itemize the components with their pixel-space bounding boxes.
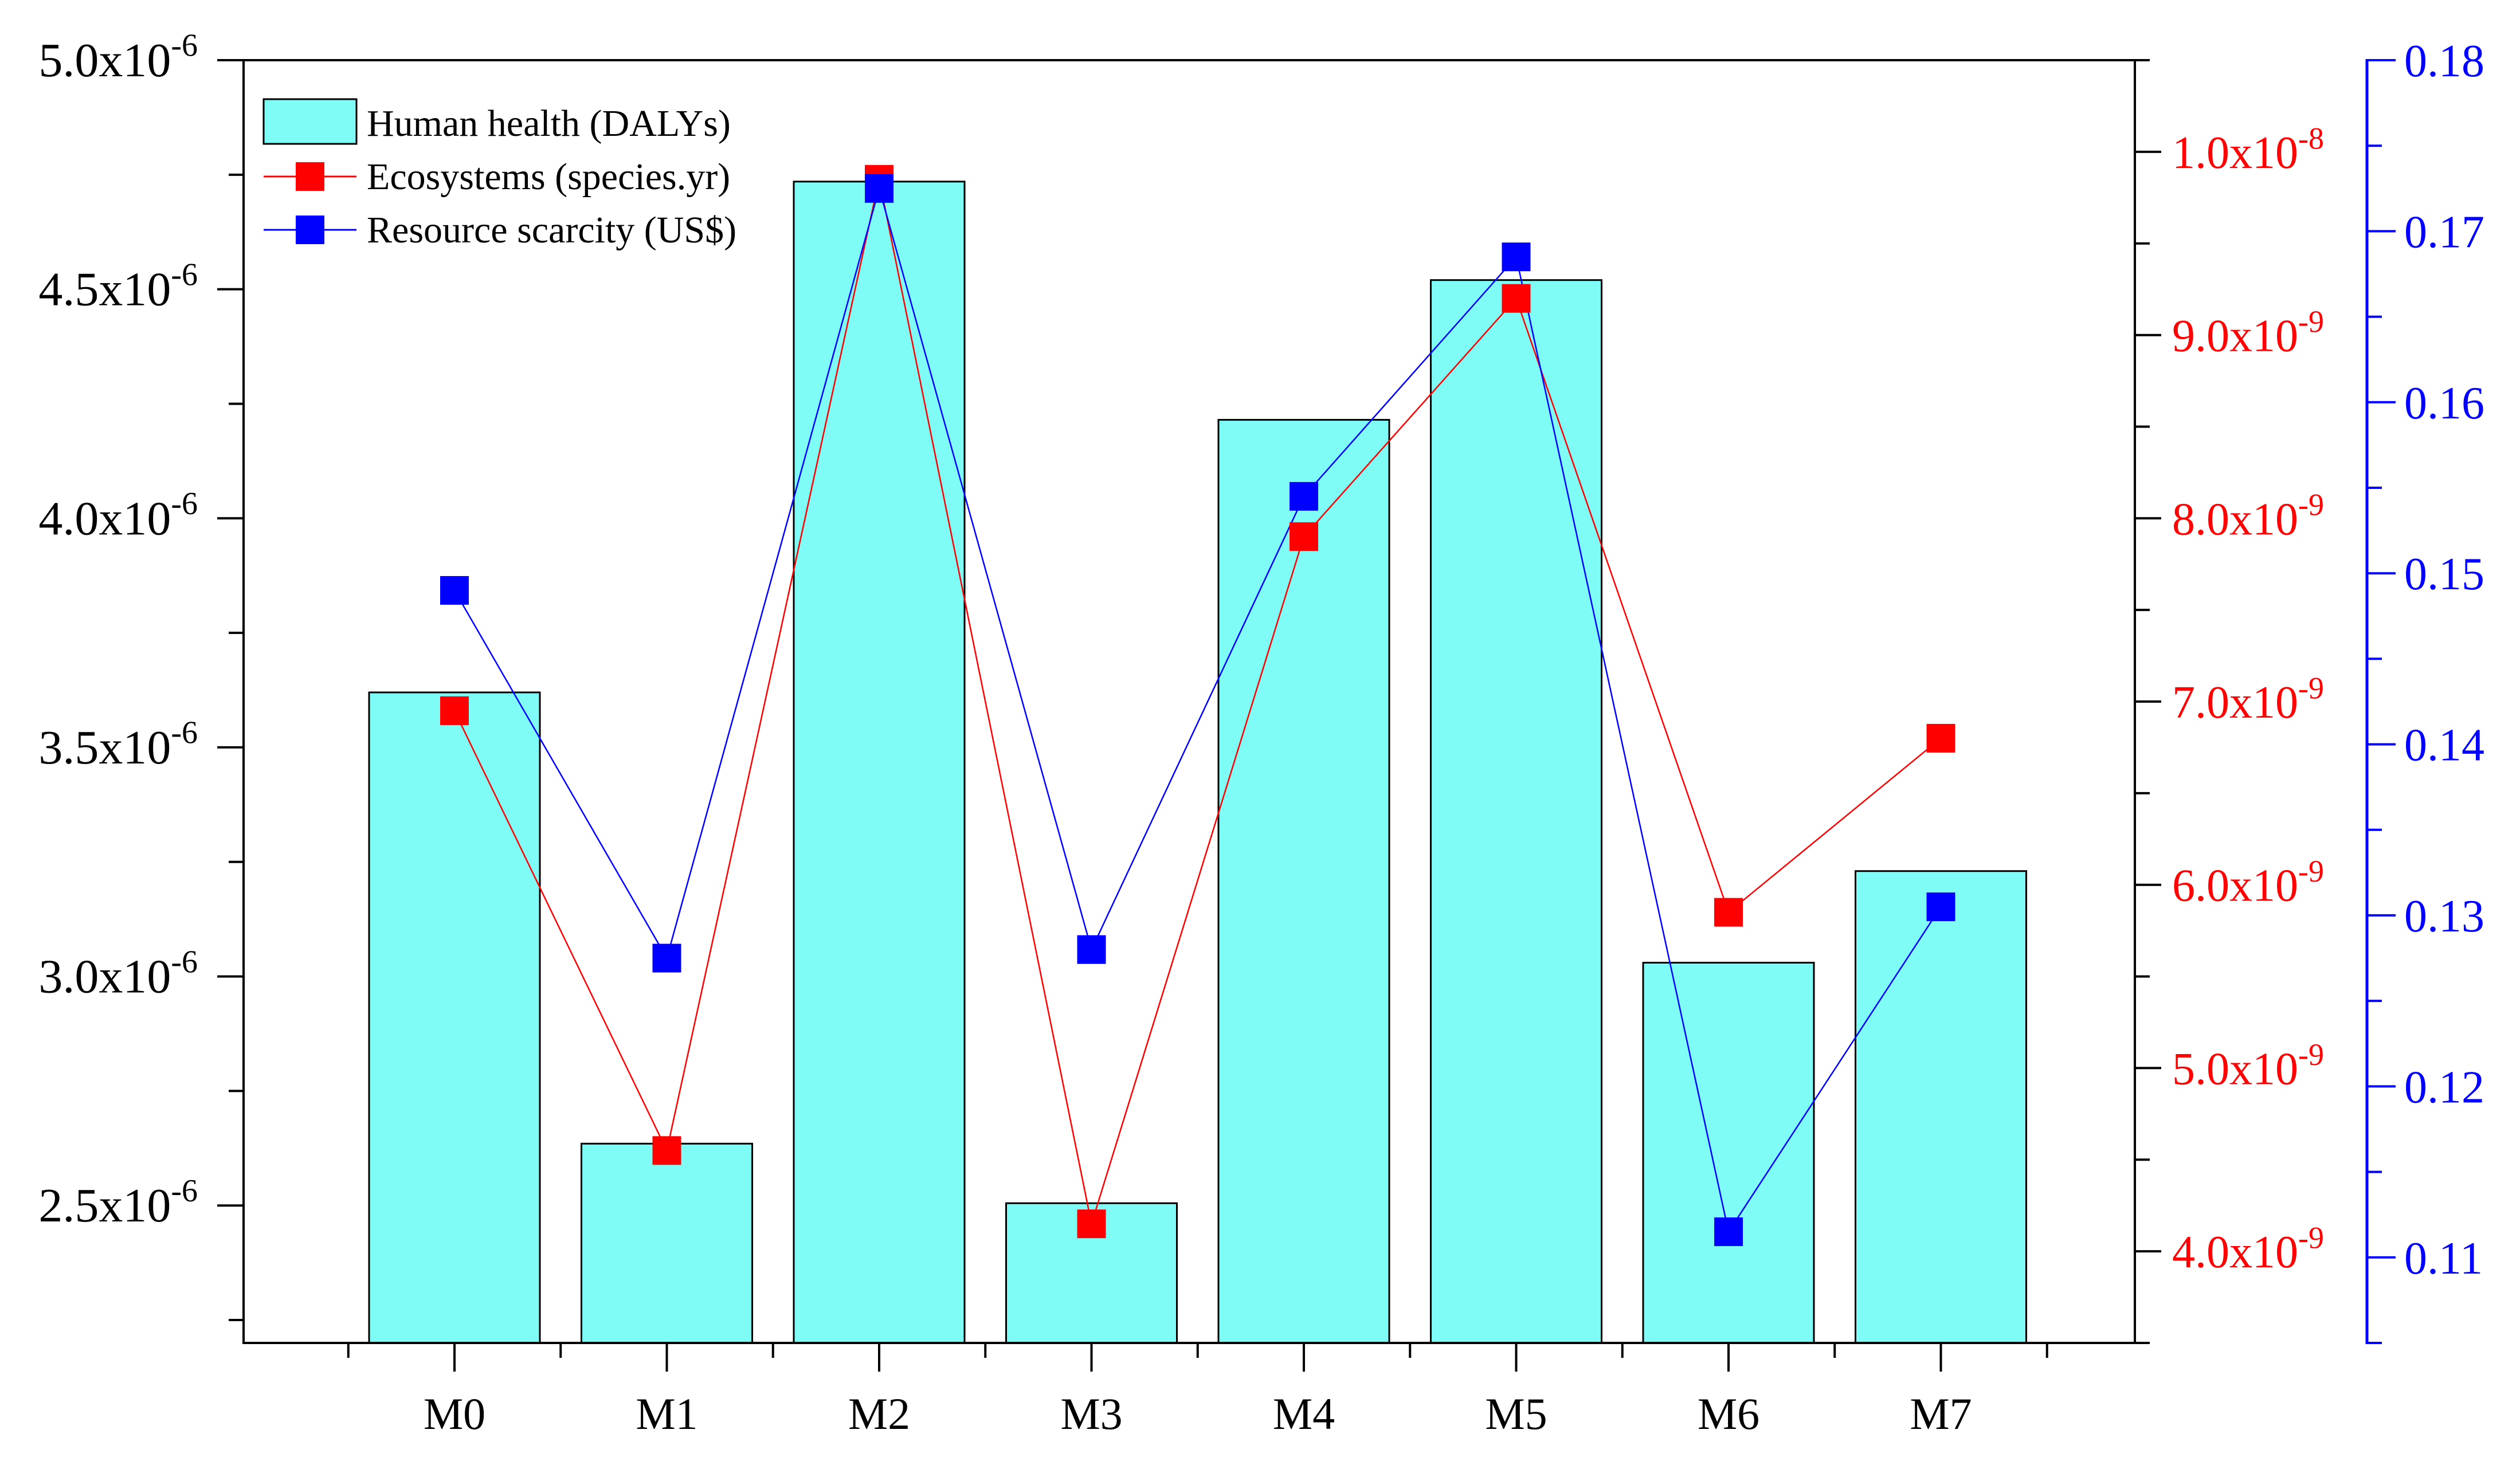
axes: M0 M1 M2 M3 M4 M5 M6 M7 2.5x10-6 3.0x10-6 3.5x10-6…	[38, 28, 2484, 1439]
resource-scarcity-marker-m6	[1714, 1217, 1743, 1247]
ecosystems-marker-m5	[1502, 284, 1531, 313]
resource-scarcity-marker-m2	[865, 174, 893, 203]
x-tick-label: M1	[636, 1389, 697, 1439]
y-tick-label: 3.5x10-6	[38, 715, 198, 774]
resource-scarcity-marker-m3	[1077, 935, 1106, 964]
legend-marker-ecosystems	[296, 162, 324, 191]
y-tick-label: 6.0x10-9	[2172, 854, 2324, 911]
bar-m0	[368, 691, 541, 1344]
y-tick-label: 0.13	[2404, 891, 2484, 942]
bar-m2	[793, 181, 966, 1344]
y-tick-label: 5.0x10-9	[2172, 1037, 2324, 1095]
y-tick-label: 0.14	[2404, 720, 2484, 771]
resource-scarcity-marker-m1	[652, 943, 681, 973]
x-tick-label: M0	[424, 1389, 485, 1439]
y-tick-label: 2.5x10-6	[38, 1173, 198, 1232]
y-tick-label: 0.16	[2404, 378, 2484, 429]
y-tick-label: 0.11	[2404, 1233, 2483, 1284]
ecosystems-marker-m1	[652, 1136, 681, 1165]
legend-label-ecosystems: Ecosystems (species.yr)	[367, 156, 730, 198]
y-tick-label: 5.0x10-6	[38, 28, 198, 87]
y-tick-label: 4.0x10-9	[2172, 1221, 2324, 1278]
y-tick-label: 4.0x10-6	[38, 486, 198, 545]
y-tick-label: 1.0x10-8	[2172, 121, 2324, 178]
y-tick-label: 9.0x10-9	[2172, 304, 2324, 362]
ecosystems-marker-m7	[1926, 723, 1955, 753]
x-tick-label: M3	[1060, 1389, 1122, 1439]
legend-marker-resource-scarcity	[296, 216, 324, 244]
x-tick-label: M2	[848, 1389, 910, 1439]
resource-scarcity-marker-m0	[440, 576, 469, 605]
legend: Human health (DALYs) Ecosystems (species.…	[262, 98, 736, 251]
legend-label-resource-scarcity: Resource scarcity (US$)	[367, 209, 736, 251]
legend-label-human-health: Human health (DALYs)	[367, 103, 731, 144]
y-tick-label: 8.0x10-9	[2172, 488, 2324, 545]
y-tick-label: 4.5x10-6	[38, 257, 198, 316]
resource-scarcity-marker-m7	[1926, 892, 1955, 922]
x-tick-label: M5	[1485, 1389, 1547, 1439]
y-tick-label: 7.0x10-9	[2172, 671, 2324, 728]
x-tick-label: M6	[1698, 1389, 1759, 1439]
bar-m7	[1855, 870, 2027, 1344]
x-tick-label: M7	[1910, 1389, 1972, 1439]
y-tick-label: 0.18	[2404, 36, 2484, 87]
resource-scarcity-line	[453, 186, 1942, 1234]
resource-scarcity-marker-m4	[1290, 481, 1318, 511]
y-tick-label: 0.15	[2404, 549, 2484, 600]
bar-m6	[1642, 962, 1815, 1344]
y-tick-label: 0.17	[2404, 207, 2484, 257]
legend-swatch-human-health	[262, 98, 358, 145]
bar-m5	[1430, 279, 1602, 1344]
bar-m1	[581, 1142, 753, 1344]
ecosystems-line	[453, 179, 1942, 1224]
bar-m4	[1217, 418, 1390, 1344]
y-tick-label: 3.0x10-6	[38, 944, 198, 1003]
ecosystems-marker-m3	[1077, 1209, 1106, 1239]
ecosystems-marker-m4	[1290, 522, 1318, 551]
x-tick-label: M4	[1273, 1389, 1335, 1439]
ecosystems-marker-m6	[1714, 898, 1743, 927]
y-tick-label: 0.12	[2404, 1062, 2484, 1113]
line-series	[440, 164, 1955, 1247]
human-health-bars	[368, 181, 2027, 1344]
resource-scarcity-marker-m5	[1502, 242, 1531, 272]
ecosystems-marker-m0	[440, 696, 469, 725]
